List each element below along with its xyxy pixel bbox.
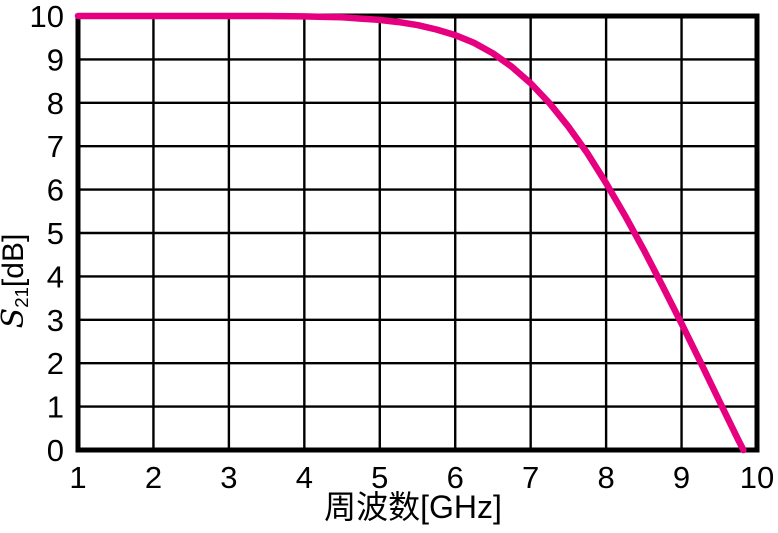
- x-tick-label: 4: [296, 460, 313, 495]
- s21-curve: [74, 12, 747, 454]
- x-tick-label: 1: [69, 460, 86, 495]
- x-tick-label: 9: [673, 460, 690, 495]
- y-tick-label: 2: [47, 346, 64, 381]
- y-axis-unit: [dB]: [0, 233, 30, 288]
- plot-border: [75, 13, 760, 453]
- x-tick-label: 6: [447, 460, 464, 495]
- y-tick-label: 3: [47, 303, 64, 338]
- y-tick-label: 5: [47, 216, 64, 251]
- x-tick-label: 5: [371, 460, 388, 495]
- x-tick-label: 10: [740, 460, 774, 495]
- y-tick-label: 10: [30, 0, 64, 34]
- y-tick-label: 9: [47, 42, 64, 77]
- y-tick-label: 6: [47, 173, 64, 208]
- x-axis-title: 周波数[GHz]: [324, 489, 502, 525]
- y-tick-label: 7: [47, 129, 64, 164]
- x-tick-label: 3: [220, 460, 237, 495]
- y-tick-label: 0: [47, 433, 64, 468]
- y-axis-title: S21[dB]: [0, 206, 32, 356]
- y-tick-label: 1: [47, 390, 64, 425]
- x-tick-label: 7: [522, 460, 539, 495]
- y-tick-label: 8: [47, 86, 64, 121]
- x-tick-label: 8: [597, 460, 614, 495]
- x-tick-label: 2: [145, 460, 162, 495]
- y-axis-subscript: 21: [10, 287, 32, 308]
- y-axis-symbol: S: [0, 308, 31, 329]
- y-tick-label: 4: [47, 259, 64, 294]
